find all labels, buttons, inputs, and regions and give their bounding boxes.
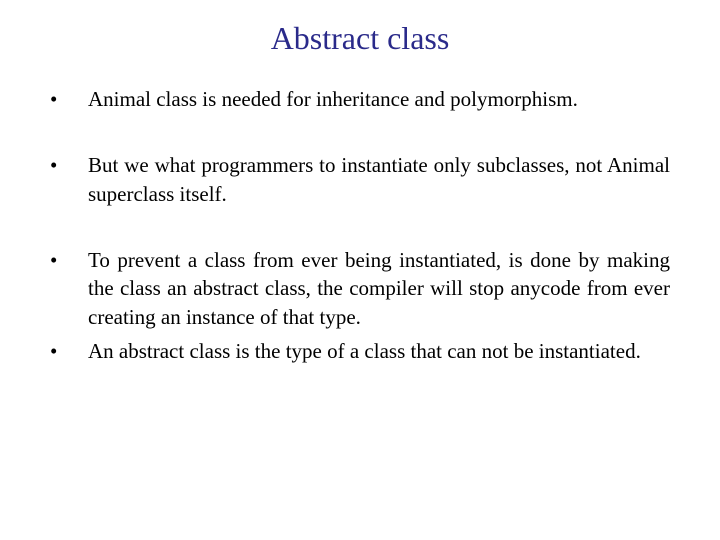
bullet-marker: • [50,85,88,113]
bullet-text: An abstract class is the type of a class… [88,337,670,365]
list-item: • An abstract class is the type of a cla… [50,337,670,365]
bullet-marker: • [50,246,88,331]
list-item: • To prevent a class from ever being ins… [50,246,670,331]
slide-title: Abstract class [50,20,670,57]
bullet-marker: • [50,337,88,365]
bullet-text: To prevent a class from ever being insta… [88,246,670,331]
list-item: • Animal class is needed for inheritance… [50,85,670,113]
bullet-list: • Animal class is needed for inheritance… [50,85,670,365]
bullet-text: But we what programmers to instantiate o… [88,151,670,208]
list-item: • But we what programmers to instantiate… [50,151,670,208]
bullet-text: Animal class is needed for inheritance a… [88,85,670,113]
bullet-marker: • [50,151,88,208]
